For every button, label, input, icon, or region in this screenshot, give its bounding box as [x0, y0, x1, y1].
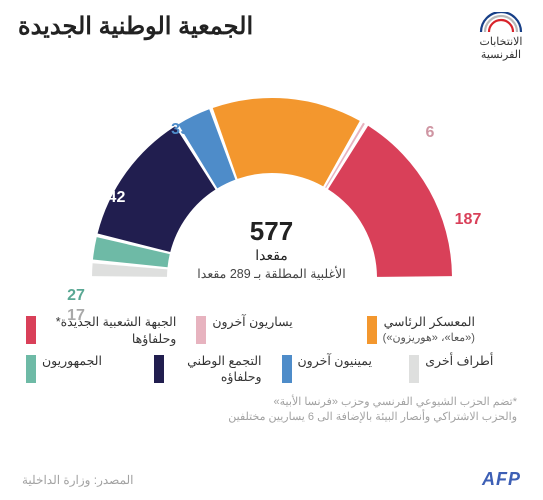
legend-item: يمينيون آخرون — [282, 353, 390, 386]
legend-label: أطراف أخرى — [425, 353, 493, 369]
legend-item: التجمع الوطني وحلفاؤه — [154, 353, 262, 386]
logo-line1: الانتخابات — [480, 36, 523, 49]
legend-item: المعسكر الرئاسي(«معا»، «هوريزون») — [367, 314, 517, 347]
legend-swatch — [282, 355, 292, 383]
footnote-2: والحزب الاشتراكي وأنصار البيئة بالإضافة … — [26, 410, 517, 425]
value-label-rep: 27 — [67, 287, 85, 305]
logo-block: الانتخابات الفرنسية — [477, 12, 525, 62]
source-text: المصدر: وزارة الداخلية — [22, 473, 134, 487]
page-title: الجمعية الوطنية الجديدة — [18, 12, 253, 41]
parliament-chart: 577 مقعدا الأغلبية المطلقة بـ 289 مقعدا … — [0, 68, 543, 308]
legend-sublabel: («معا»، «هوريزون») — [383, 331, 475, 345]
footnote-1: *تضم الحزب الشيوعي الفرنسي وحزب «فرنسا ا… — [26, 395, 517, 410]
legend-label: التجمع الوطني وحلفاؤه — [170, 353, 262, 386]
value-label-left: 6 — [426, 124, 435, 142]
logo-arcs-icon — [477, 12, 525, 34]
legend-label: الجبهة الشعبية الجديدة* وحلفاؤها — [42, 314, 176, 347]
legend-swatch — [26, 316, 36, 344]
legend-swatch — [196, 316, 206, 344]
legend-label: يمينيون آخرون — [298, 353, 372, 369]
value-label-rn: 142 — [99, 189, 126, 207]
legend-label: المعسكر الرئاسي(«معا»، «هوريزون») — [383, 314, 475, 345]
legend-item: الجبهة الشعبية الجديدة* وحلفاؤها — [26, 314, 176, 347]
legend-label: يساريون آخرون — [212, 314, 292, 330]
value-label-pres: 159 — [287, 101, 314, 119]
legend-item: أطراف أخرى — [409, 353, 517, 386]
value-label-other: 17 — [67, 307, 85, 325]
legend-item: الجمهوريون — [26, 353, 134, 386]
value-label-right: 39 — [171, 121, 189, 139]
afp-logo: AFP — [482, 469, 521, 490]
legend-swatch — [26, 355, 36, 383]
legend-swatch — [154, 355, 164, 383]
legend-label: الجمهوريون — [42, 353, 102, 369]
center-majority: الأغلبية المطلقة بـ 289 مقعدا — [0, 266, 543, 281]
value-label-nfp: 187 — [455, 211, 482, 229]
footnotes: *تضم الحزب الشيوعي الفرنسي وحزب «فرنسا ا… — [0, 391, 543, 425]
legend-item: يساريون آخرون — [196, 314, 346, 347]
center-total-label: مقعدا — [0, 247, 543, 264]
logo-text: الانتخابات الفرنسية — [480, 36, 523, 62]
logo-line2: الفرنسية — [480, 49, 523, 62]
legend-swatch — [367, 316, 377, 344]
legend-swatch — [409, 355, 419, 383]
